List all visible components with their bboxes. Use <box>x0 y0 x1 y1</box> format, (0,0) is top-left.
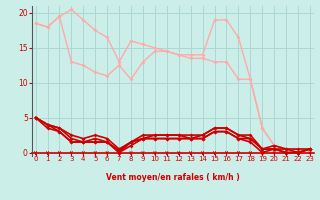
X-axis label: Vent moyen/en rafales ( km/h ): Vent moyen/en rafales ( km/h ) <box>106 173 240 182</box>
